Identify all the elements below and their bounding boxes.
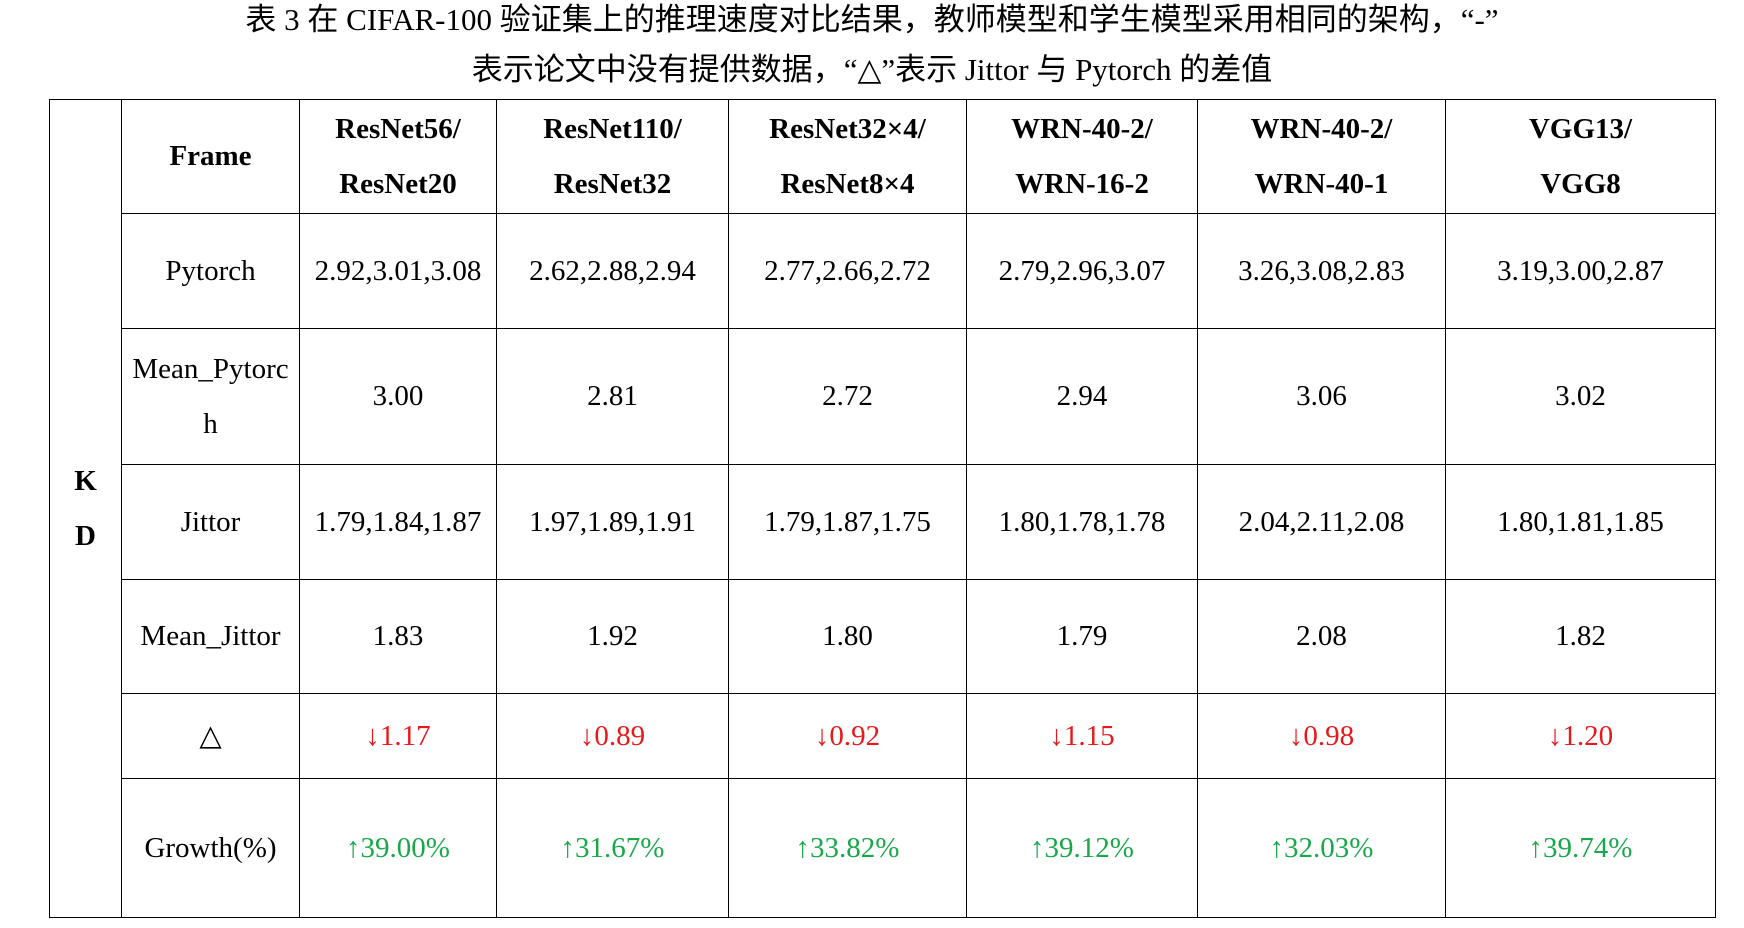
header-col-4: WRN-40-2/WRN-16-2 bbox=[966, 99, 1198, 214]
table-cell: 3.00 bbox=[299, 328, 497, 465]
kd-group-label: KD bbox=[49, 99, 122, 918]
header-col-1: ResNet56/ResNet20 bbox=[299, 99, 497, 214]
table-cell: 1.79 bbox=[966, 579, 1198, 694]
table-cell: 3.06 bbox=[1197, 328, 1446, 465]
table-cell: ↑39.74% bbox=[1445, 778, 1716, 918]
table-cell: ↑31.67% bbox=[496, 778, 729, 918]
table-cell: 2.62,2.88,2.94 bbox=[496, 213, 729, 329]
table-cell: 1.80,1.78,1.78 bbox=[966, 464, 1198, 580]
table-cell: 1.79,1.87,1.75 bbox=[728, 464, 967, 580]
row-label: Jittor bbox=[121, 464, 300, 580]
inference-speed-table: KD Frame ResNet56/ResNet20 ResNet110/Res… bbox=[49, 99, 1716, 918]
row-label: Growth(%) bbox=[121, 778, 300, 918]
table-row: Mean_Jittor 1.83 1.92 1.80 1.79 2.08 1.8… bbox=[50, 579, 1716, 694]
table-cell: ↑39.00% bbox=[299, 778, 497, 918]
table-row: Mean_Pytorch 3.00 2.81 2.72 2.94 3.06 3.… bbox=[50, 328, 1716, 465]
table-cell: 3.26,3.08,2.83 bbox=[1197, 213, 1446, 329]
table-cell: ↓0.89 bbox=[496, 693, 729, 779]
table-cell: 3.02 bbox=[1445, 328, 1716, 465]
table-cell: 2.81 bbox=[496, 328, 729, 465]
table-row: △ ↓1.17 ↓0.89 ↓0.92 ↓1.15 ↓0.98 ↓1.20 bbox=[50, 693, 1716, 779]
table-cell: 2.92,3.01,3.08 bbox=[299, 213, 497, 329]
table-cell: 1.80,1.81,1.85 bbox=[1445, 464, 1716, 580]
table-cell: 1.79,1.84,1.87 bbox=[299, 464, 497, 580]
header-row: KD Frame ResNet56/ResNet20 ResNet110/Res… bbox=[49, 99, 1716, 918]
table-cell: 2.77,2.66,2.72 bbox=[728, 213, 967, 329]
header-col-2: ResNet110/ResNet32 bbox=[496, 99, 729, 214]
header-col-6: VGG13/VGG8 bbox=[1445, 99, 1716, 214]
table-row: Growth(%) ↑39.00% ↑31.67% ↑33.82% ↑39.12… bbox=[50, 778, 1716, 918]
row-label: Pytorch bbox=[121, 213, 300, 329]
table-cell: ↓1.15 bbox=[966, 693, 1198, 779]
row-label: Mean_Pytorch bbox=[121, 328, 300, 465]
table-cell: ↑39.12% bbox=[966, 778, 1198, 918]
table-cell: ↓1.17 bbox=[299, 693, 497, 779]
header-col-3: ResNet32×4/ResNet8×4 bbox=[728, 99, 967, 214]
table-cell: 3.19,3.00,2.87 bbox=[1445, 213, 1716, 329]
table-cell: ↓1.20 bbox=[1445, 693, 1716, 779]
table-cell: 2.94 bbox=[966, 328, 1198, 465]
table-cell: 1.97,1.89,1.91 bbox=[496, 464, 729, 580]
table-row: Jittor 1.79,1.84,1.87 1.97,1.89,1.91 1.7… bbox=[50, 464, 1716, 580]
table-cell: 2.79,2.96,3.07 bbox=[966, 213, 1198, 329]
table-cell: ↓0.98 bbox=[1197, 693, 1446, 779]
table-cell: 2.08 bbox=[1197, 579, 1446, 694]
header-frame: Frame bbox=[121, 99, 300, 214]
table-cell: 1.83 bbox=[299, 579, 497, 694]
row-label: △ bbox=[121, 693, 300, 779]
table-cell: 2.72 bbox=[728, 328, 967, 465]
row-label: Mean_Jittor bbox=[121, 579, 300, 694]
table-cell: 1.92 bbox=[496, 579, 729, 694]
table-cell: ↑33.82% bbox=[728, 778, 967, 918]
table-cell: 1.82 bbox=[1445, 579, 1716, 694]
table-caption-line-1: 表 3 在 CIFAR-100 验证集上的推理速度对比结果，教师模型和学生模型采… bbox=[245, 2, 1499, 37]
table-row: Pytorch 2.92,3.01,3.08 2.62,2.88,2.94 2.… bbox=[50, 213, 1716, 329]
table-caption-line-2: 表示论文中没有提供数据，“△”表示 Jittor 与 Pytorch 的差值 bbox=[471, 52, 1273, 87]
table-cell: 2.04,2.11,2.08 bbox=[1197, 464, 1446, 580]
table-cell: ↓0.92 bbox=[728, 693, 967, 779]
table-cell: 1.80 bbox=[728, 579, 967, 694]
table-cell: ↑32.03% bbox=[1197, 778, 1446, 918]
header-col-5: WRN-40-2/WRN-40-1 bbox=[1197, 99, 1446, 214]
